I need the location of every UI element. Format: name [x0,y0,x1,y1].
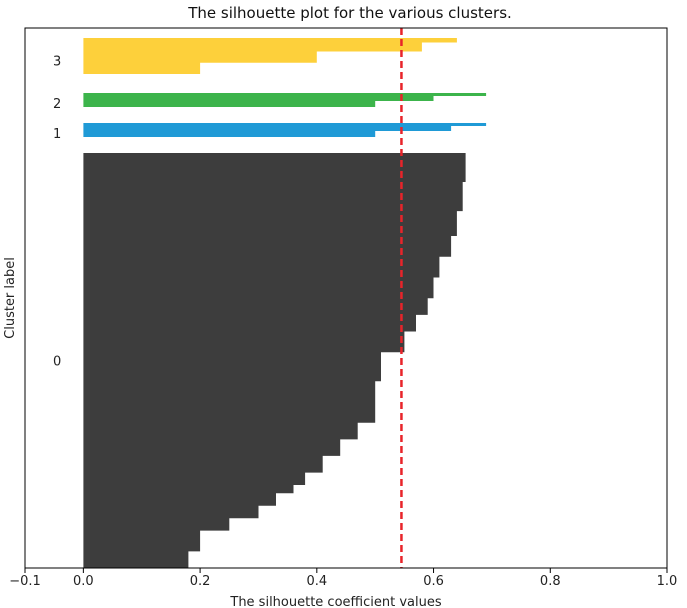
x-tick-label: 1.0 [657,574,678,589]
x-tick-label: 0.0 [73,574,94,589]
cluster-labels: 0 1 2 3 [53,55,61,370]
chart-title: The silhouette plot for the various clus… [187,4,512,22]
cluster-0-label: 0 [53,355,61,370]
x-ticks: −0.1 0.0 0.2 0.4 0.6 0.8 1.0 [9,568,677,589]
y-axis-label: Cluster label [3,257,18,339]
cluster-1-band [83,123,498,143]
cluster-bars [83,38,501,568]
cluster-0-band [83,153,466,568]
x-tick-label: 0.8 [540,574,561,589]
plot-frame [24,27,668,569]
x-tick-label: 0.2 [190,574,211,589]
x-tick-label: −0.1 [9,574,41,589]
x-axis-label: The silhouette coefficient values [229,595,441,608]
cluster-2-label: 2 [53,97,61,112]
x-tick-label: 0.6 [423,574,444,589]
cluster-1-label: 1 [53,127,61,142]
cluster-3-label: 3 [53,55,61,70]
x-tick-label: 0.4 [306,574,327,589]
cluster-3-band [83,38,466,83]
cluster-2-band [83,93,501,113]
